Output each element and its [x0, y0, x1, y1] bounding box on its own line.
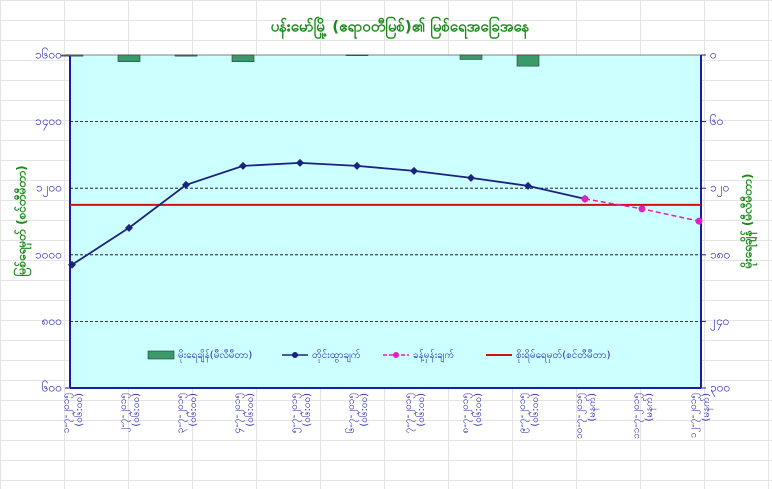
- x-tick-label: ၁၀-၇-၂၀၁၅: [574, 393, 587, 439]
- legend-marker: [393, 352, 399, 358]
- x-tick-label: ၆-၇-၂၀၁၅: [344, 393, 359, 433]
- x-tick-label: (၀၆:၀၀): [471, 393, 484, 427]
- x-tick-label: ၇-၇-၂၀၁၅: [403, 393, 416, 433]
- legend-marker: [292, 352, 298, 358]
- x-tick-label: (၀၆:၀၀): [528, 393, 541, 427]
- x-tick-label: ၁၂-၇-၂၀၁၅: [688, 393, 701, 438]
- y-tick-label: ၁၀၀၀: [35, 247, 62, 261]
- marker: [353, 161, 361, 170]
- x-tick-label: (၀၆:၀၀): [129, 393, 142, 427]
- y2-axis-label: မိုးရေချိန် (မီလီမီတာ): [739, 174, 759, 270]
- x-tick-label: (မနက်): [642, 393, 657, 422]
- marker: [638, 205, 646, 213]
- x-tick-label: (၀၆:၀၀): [186, 393, 199, 427]
- marker: [68, 260, 76, 269]
- bar: [459, 54, 483, 60]
- y-tick-label: ၁၆၀၀: [35, 47, 62, 62]
- y-tick-label: ၈၀၀: [42, 314, 62, 328]
- line: [71, 161, 586, 266]
- bar: [60, 54, 84, 57]
- bar: [174, 54, 198, 57]
- x-tick-label: ၅-၇-၂၀၁၅: [289, 393, 302, 433]
- x-tick-label: (၀၆:၀၀): [243, 393, 256, 427]
- chart-title: ပန်းမော်မြို့ (ဧရာဝတီမြစ်)၏ မြစ်ရေအခြေအန…: [271, 16, 530, 40]
- x-tick-label: ၉-၇-၂၀၁၅: [517, 393, 530, 433]
- bar: [516, 54, 540, 67]
- legend-label: မိုးရေချိန်(မီလီမီတာ): [178, 348, 252, 363]
- x-tick-label: ၁-၇-၂၀၁၅: [61, 393, 74, 433]
- marker: [239, 161, 247, 170]
- y2-tick-label: ၀: [710, 48, 717, 62]
- x-tick-label: (၀၆:၀၀): [357, 393, 370, 427]
- marker: [695, 217, 703, 225]
- bar: [117, 54, 141, 62]
- y2-tick-label: ၆၀: [710, 113, 724, 128]
- y2-tick-label: ၁၈၀: [710, 247, 730, 261]
- x-tick-label: (၀၆:၀၀): [72, 393, 85, 427]
- y2-tick-label: ၁၂၀: [710, 181, 729, 198]
- bar: [345, 54, 369, 56]
- legend-label: ခန့်မှန်းချက်: [413, 348, 454, 363]
- x-tick-label: (မနက်): [585, 393, 600, 422]
- x-tick-label: ၈-၇-၂၀၁၅: [460, 393, 473, 433]
- x-tick-label: (၀၆:၀၀): [414, 393, 427, 427]
- marker: [125, 223, 133, 232]
- x-tick-label: (၀၆:၀၀): [300, 393, 313, 427]
- y-axis-label: မြစ်ရေမှတ် (စင်တီမီတာ): [12, 165, 33, 276]
- marker: [410, 166, 418, 175]
- legend-label: တိုင်းထွာချက်: [312, 348, 361, 363]
- x-tick-label: ၃-၇-၂၀၁၅: [175, 393, 188, 433]
- legend-swatch: [147, 350, 175, 360]
- legend-label: စိုးရိမ်ရေမှတ်(စင်တီမီတာ): [516, 348, 611, 363]
- y-tick-label: ၆၀၀: [42, 380, 62, 395]
- y-tick-label: ၁၂၀၀: [36, 181, 62, 198]
- y2-tick-label: ၃၀၀: [710, 381, 730, 398]
- marker: [524, 181, 532, 190]
- x-tick-label: ၁၁-၇-၂၀၁၅: [631, 393, 644, 439]
- x-tick-label: ၄-၇-၂၀၁၅: [232, 393, 245, 433]
- x-tick-label: (မနက်): [699, 393, 714, 422]
- y-tick-label: ၁၄၀၀: [35, 114, 62, 131]
- plot-area: [69, 54, 702, 389]
- y2-tick-label: ၂၄၀: [710, 314, 729, 331]
- marker: [296, 158, 304, 167]
- marker: [182, 180, 190, 189]
- marker: [467, 173, 475, 182]
- bar: [231, 54, 255, 62]
- marker: [581, 195, 589, 203]
- x-tick-label: ၂-၇-၂၀၁၅: [118, 393, 131, 433]
